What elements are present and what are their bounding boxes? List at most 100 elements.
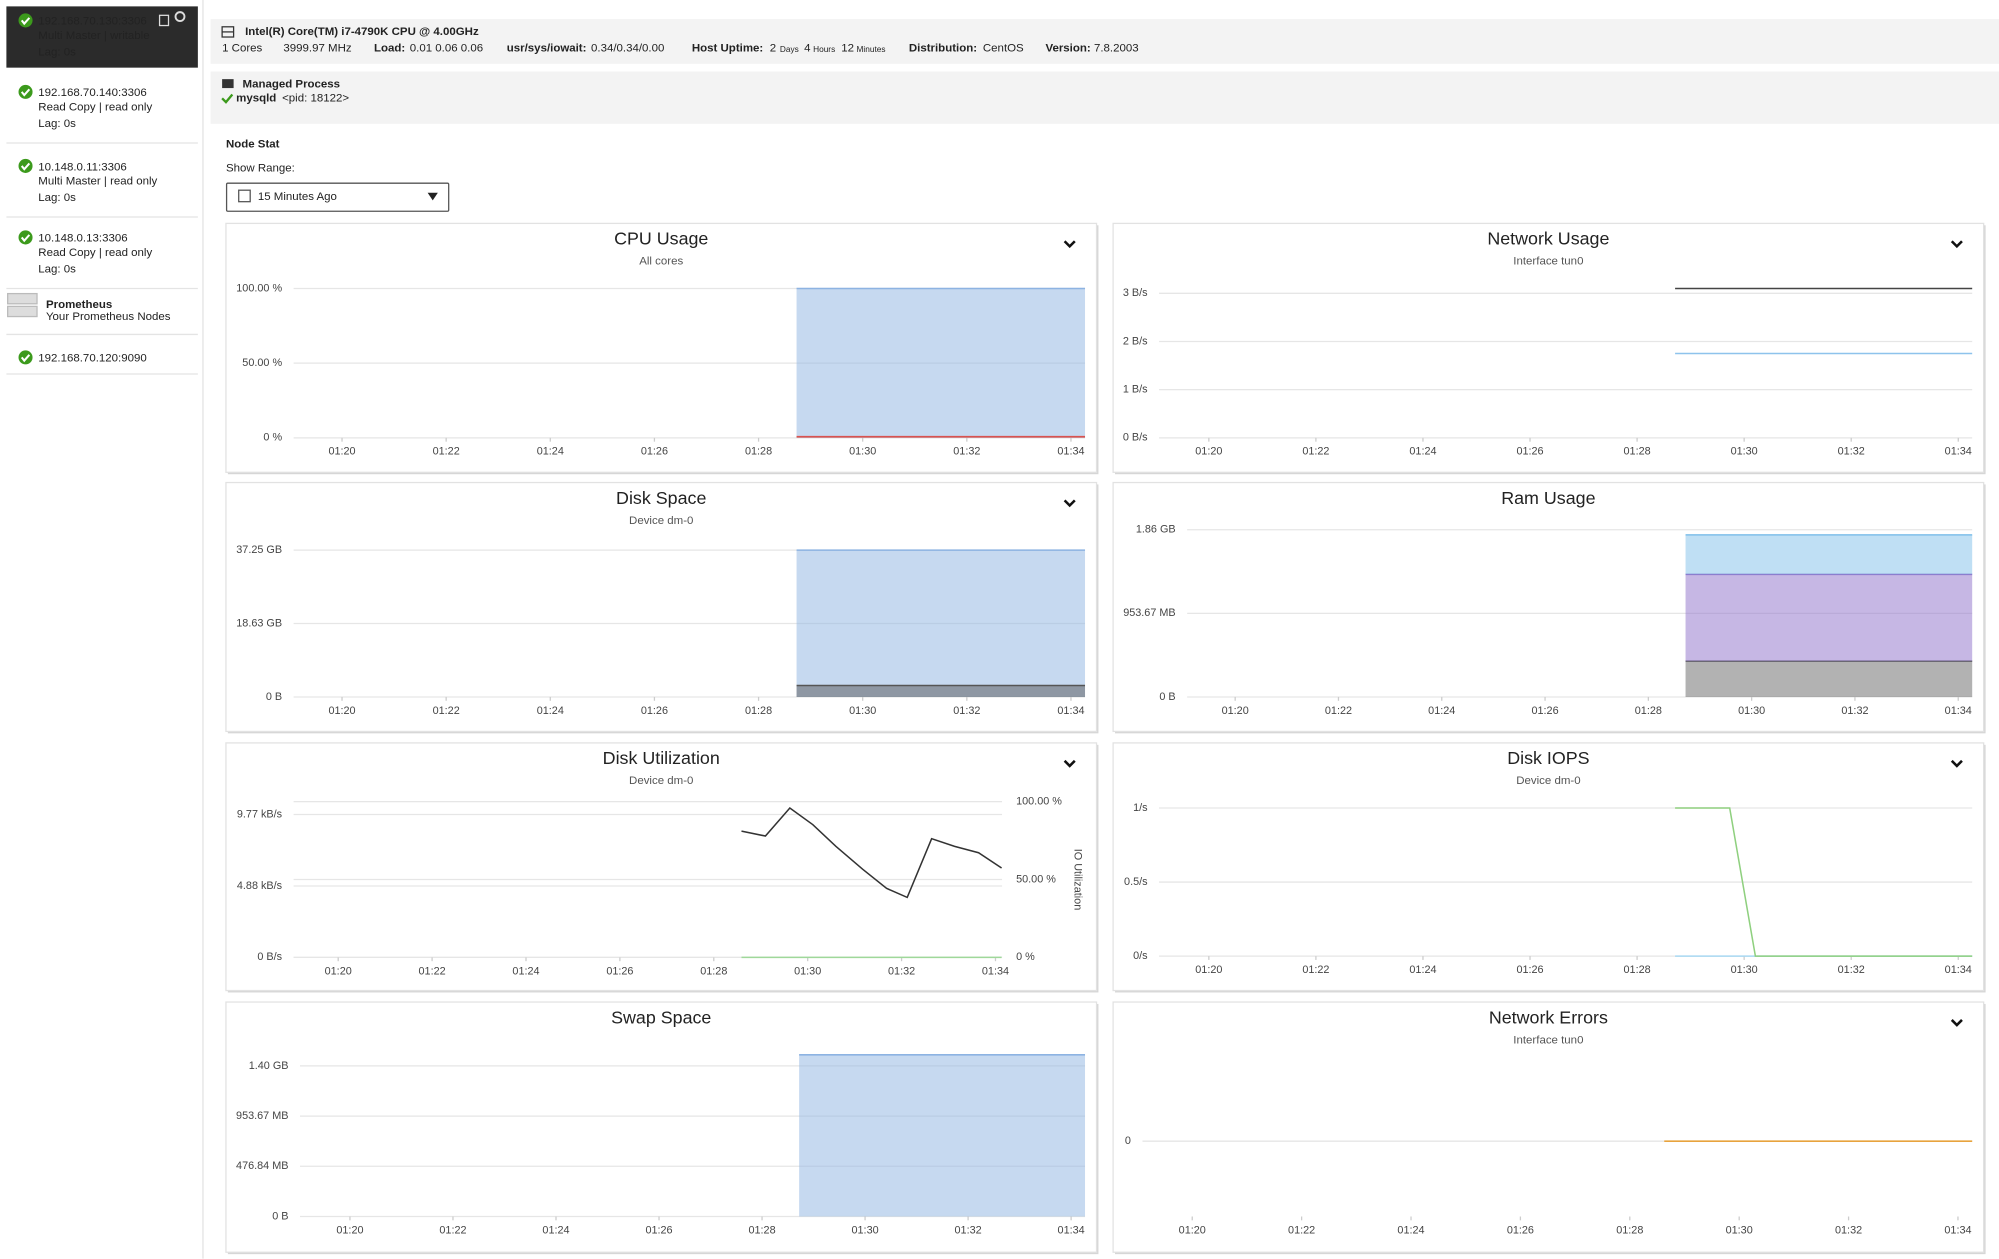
y-tick-label: 2 B/s — [1123, 335, 1148, 347]
process-pid: <pid: 18122> — [282, 92, 349, 104]
x-tick-label: 01:26 — [645, 1224, 672, 1236]
uptime-hours: 4 — [804, 43, 811, 55]
x-tick-label: 01:20 — [1195, 446, 1222, 458]
node-item[interactable]: 10.148.0.13:3306 Read Copy | read only Lag… — [6, 230, 198, 290]
prometheus-icon — [7, 305, 38, 318]
cores: 1 Cores — [222, 43, 262, 55]
dropdown-box[interactable] — [225, 182, 450, 212]
node-address[interactable]: 192.168.70.120:9090 — [38, 353, 146, 365]
charts: CPU Usage All cores 100.00 % 50.00 % 0 % 01:2… — [225, 222, 1986, 1255]
settings-icon[interactable] — [174, 11, 186, 23]
node-item[interactable]: 192.168.70.140:3306 Read Copy | read only… — [6, 84, 198, 144]
x-tick-label: 01:28 — [1616, 1224, 1643, 1236]
x-tick-label: 01:20 — [1195, 964, 1222, 976]
range-value[interactable]: 15 Minutes Ago — [258, 191, 337, 203]
x-tick-label: 01:30 — [849, 446, 876, 458]
node-address[interactable]: 10.148.0.11:3306 — [38, 161, 126, 173]
chart-menu[interactable] — [1063, 240, 1076, 249]
chart-subtitle: Device dm-0 — [1516, 775, 1580, 787]
chart-subtitle: Interface tun0 — [1513, 256, 1583, 268]
y2-tick-label: 100.00 % — [1016, 795, 1062, 807]
copy-icon[interactable] — [158, 14, 170, 27]
prometheus-icon — [7, 292, 38, 305]
chart-panel: CPU Usage All cores 100.00 % 50.00 % 0 % 01:2… — [225, 222, 1099, 475]
y-tick-label: 953.67 MB — [1123, 607, 1175, 619]
node-address[interactable]: 10.148.0.13:3306 — [38, 233, 127, 245]
unit: Minutes — [857, 44, 886, 54]
label: Host Uptime: — [692, 43, 763, 55]
prometheus-node[interactable]: 192.168.70.120:9090 — [6, 350, 198, 375]
x-tick-label: 01:34 — [1058, 1224, 1085, 1236]
y-tick-label: 0 B — [272, 1210, 288, 1222]
chart-title: CPU Usage — [614, 229, 708, 249]
label: Distribution: — [909, 43, 977, 55]
chart-menu[interactable] — [1063, 759, 1076, 768]
chart-panel: Swap Space 1.40 GB 953.67 MB 476.84 MB 0 B 01… — [225, 1001, 1099, 1255]
cpu-model: Intel(R) Core(TM) i7-4790K CPU @ 4.00GHz — [245, 26, 479, 38]
x-tick-label: 01:28 — [1624, 964, 1651, 976]
chart-menu[interactable] — [1063, 499, 1076, 508]
process-name: mysqld — [236, 92, 276, 104]
node-role: Read Copy | read only — [38, 101, 152, 113]
y-tick-label: 37.25 GB — [236, 544, 282, 556]
y-tick-label: 0 B/s — [257, 951, 282, 963]
check-mark — [20, 354, 31, 363]
chart-menu[interactable] — [1950, 759, 1963, 768]
x-tick-label: 01:32 — [1838, 446, 1865, 458]
x-tick-label: 01:30 — [1731, 964, 1758, 976]
x-tick-label: 01:20 — [336, 1224, 363, 1236]
chart-menu[interactable] — [1950, 1019, 1963, 1027]
chart-title: Disk Space — [616, 488, 706, 508]
chart-subtitle: All cores — [639, 256, 683, 268]
check-icon — [18, 350, 33, 365]
x-tick-label: 01:34 — [1057, 446, 1084, 458]
x-tick-label: 01:32 — [955, 1224, 982, 1236]
x-tick-label: 01:22 — [1325, 705, 1352, 717]
y-tick-label: 0.5/s — [1124, 876, 1148, 888]
y-tick-label: 1.86 GB — [1136, 524, 1176, 536]
host-info-box — [210, 19, 1999, 64]
series-area — [1685, 534, 1973, 575]
range-dropdown[interactable]: 15 Minutes Ago — [225, 182, 450, 212]
y-tick-label: 0 B — [266, 691, 282, 703]
y-tick-label: 0/s — [1133, 950, 1148, 962]
x-tick-label: 01:28 — [700, 965, 727, 977]
node-lag: Lag: 0s — [38, 263, 76, 275]
label: Load: — [374, 43, 405, 55]
chart-panel: Disk Space Device dm-0 37.25 GB 18.63 GB 0 B… — [225, 481, 1099, 734]
x-tick-label: 01:24 — [542, 1224, 569, 1236]
series-area — [796, 550, 1086, 697]
node-role: Multi Master | writable — [38, 30, 149, 42]
x-tick-label: 01:24 — [1428, 705, 1455, 717]
chart-panel: Network Errors Interface tun0 0 01:20 01:22 0… — [1112, 1001, 1986, 1255]
section-title: Node Stat — [226, 138, 280, 150]
x-tick-label: 01:22 — [1302, 446, 1329, 458]
check-mark — [20, 162, 31, 171]
chart-panel: Disk Utilization Device dm-0 9.77 kB/s 4.88… — [225, 742, 1099, 993]
x-tick-label: 01:30 — [1731, 446, 1758, 458]
y-tick-label: 953.67 MB — [236, 1110, 288, 1122]
x-tick-label: 01:20 — [1179, 1224, 1206, 1236]
series-area — [1685, 574, 1973, 662]
node-address[interactable]: 192.168.70.130:3306 — [38, 16, 146, 28]
node-item[interactable]: 192.168.70.130:3306 Multi Master | writab… — [6, 6, 198, 68]
check-icon — [18, 84, 33, 99]
x-tick-label: 01:26 — [641, 705, 668, 717]
panel — [1112, 742, 1985, 992]
panel — [1112, 222, 1985, 473]
chart-menu[interactable] — [1950, 240, 1963, 249]
x-tick-label: 01:34 — [1057, 705, 1084, 717]
check-icon — [221, 93, 234, 104]
node-address[interactable]: 192.168.70.140:3306 — [38, 87, 146, 99]
x-tick-label: 01:22 — [1302, 964, 1329, 976]
process-title: Managed Process — [243, 78, 341, 90]
node-lag: Lag: 0s — [38, 192, 76, 204]
chart-title: Network Usage — [1487, 229, 1609, 249]
chart-subtitle: Device dm-0 — [629, 775, 693, 787]
x-tick-label: 01:22 — [433, 446, 460, 458]
y-tick-label: 0 % — [263, 432, 282, 444]
x-tick-label: 01:26 — [1531, 705, 1558, 717]
node-item[interactable]: 10.148.0.11:3306 Multi Master | read only… — [6, 158, 198, 218]
x-tick-label: 01:32 — [1838, 964, 1865, 976]
